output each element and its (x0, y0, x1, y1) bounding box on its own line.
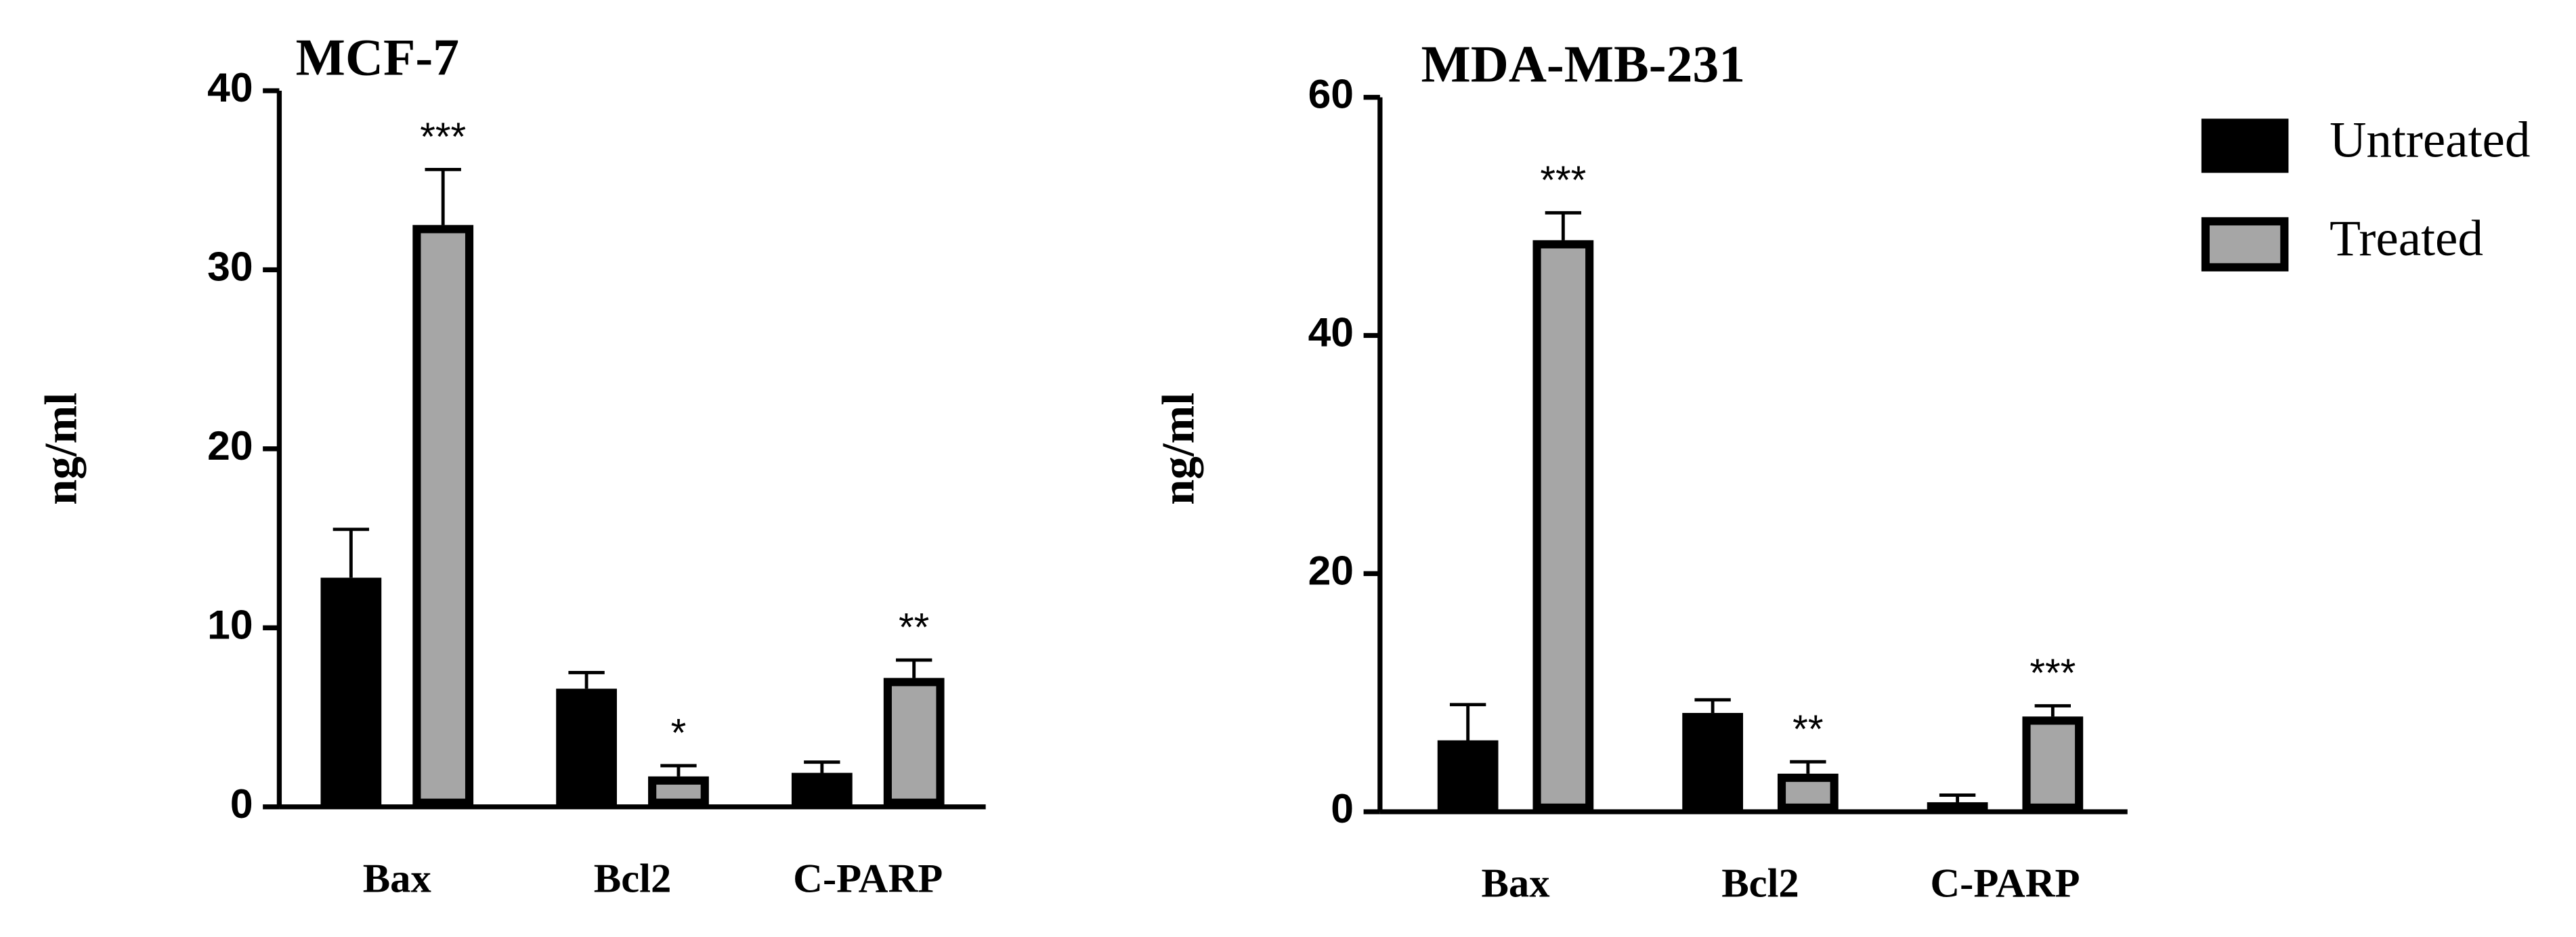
bar (2022, 716, 2084, 812)
x-tick-label: Bcl2 (594, 856, 672, 901)
x-tick-label: C-PARP (1930, 861, 2080, 907)
x-tick-label: Bax (363, 856, 431, 901)
bar (412, 225, 474, 807)
y-tick-label: 40 (207, 64, 253, 110)
significance-label: *** (420, 115, 466, 159)
y-tick-label: 60 (1308, 71, 1354, 117)
legend-swatch (2201, 217, 2289, 271)
y-tick-label: 30 (207, 243, 253, 289)
y-axis-label: ng/ml (35, 393, 87, 505)
legend-label: Untreated (2330, 112, 2530, 168)
x-tick-label: C-PARP (793, 856, 943, 901)
significance-label: ** (1793, 707, 1823, 751)
chart-title: MCF-7 (296, 28, 459, 87)
bar (883, 678, 945, 807)
legend-swatch (2201, 118, 2289, 173)
significance-label: *** (2030, 651, 2076, 695)
x-tick-label: Bax (1481, 861, 1549, 907)
bar (791, 772, 853, 807)
y-tick-label: 0 (1331, 785, 1354, 831)
bar (1927, 802, 1988, 812)
bar (1437, 740, 1499, 812)
y-tick-label: 20 (207, 422, 253, 468)
y-tick-label: 10 (207, 601, 253, 647)
y-tick-label: 40 (1308, 309, 1354, 355)
bar (320, 578, 382, 807)
bar (556, 689, 617, 807)
x-tick-label: Bcl2 (1721, 861, 1799, 907)
significance-label: ** (899, 606, 929, 650)
y-tick-label: 0 (230, 781, 253, 827)
y-axis-label: ng/ml (1152, 393, 1203, 505)
bar (1682, 713, 1744, 812)
significance-label: * (671, 712, 687, 756)
significance-label: *** (1540, 158, 1586, 202)
bar (648, 776, 709, 807)
bar (1777, 773, 1839, 812)
y-tick-label: 20 (1308, 547, 1354, 593)
bar (1532, 240, 1594, 812)
legend-label: Treated (2330, 211, 2483, 267)
chart-title: MDA-MB-231 (1421, 35, 1746, 93)
